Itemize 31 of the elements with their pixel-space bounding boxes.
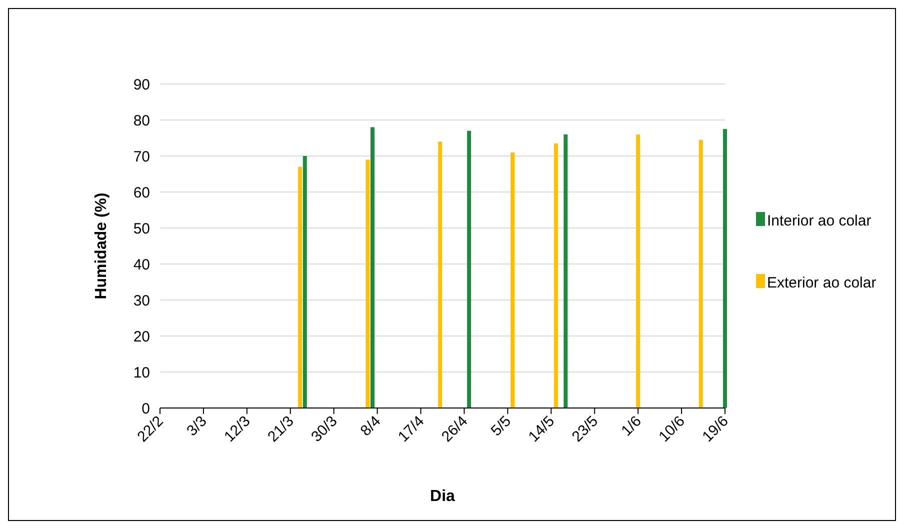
x-axis-title: Dia [430, 488, 456, 505]
bar [370, 127, 374, 408]
bar [723, 129, 727, 408]
y-tick-label: 0 [142, 400, 150, 418]
y-tick-label: 80 [133, 112, 150, 130]
bar [366, 160, 370, 408]
bar [698, 140, 703, 408]
bar [298, 166, 302, 408]
y-tick-label: 10 [133, 364, 150, 382]
x-tick-label: 30/3 [308, 412, 341, 446]
y-tick-label: 90 [133, 76, 150, 94]
bar [302, 156, 307, 408]
y-tick-label: 70 [133, 148, 150, 166]
x-tick-label: 3/3 [184, 412, 210, 440]
bar [510, 152, 515, 408]
y-axis-title: Humidade (%) [93, 192, 110, 300]
y-tick-label: 60 [133, 184, 150, 202]
bar [438, 142, 442, 408]
x-tick-label: 1/6 [618, 412, 645, 440]
x-tick-label: 8/4 [357, 412, 384, 440]
y-tick-label: 30 [133, 292, 150, 310]
y-tick-label: 50 [133, 220, 150, 238]
y-tick-label: 40 [133, 256, 150, 274]
y-tick-label: 20 [133, 328, 150, 346]
legend-label: Exterior ao colar [767, 274, 876, 292]
legend-label: Interior ao colar [767, 212, 872, 230]
bar [467, 130, 472, 408]
bar [554, 143, 558, 408]
bar [636, 134, 640, 408]
x-tick-label: 5/5 [488, 412, 515, 440]
bar [564, 134, 568, 408]
